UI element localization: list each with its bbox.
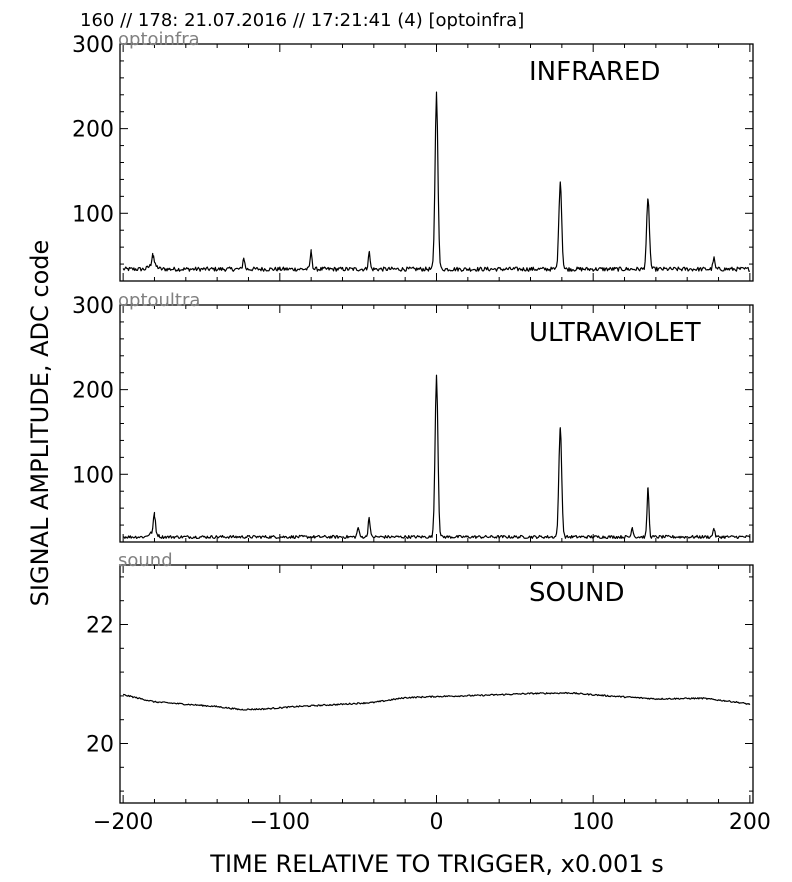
channel-tag: optoultra xyxy=(118,290,200,311)
y-tick-label: 22 xyxy=(86,614,114,639)
y-tick-label: 200 xyxy=(72,118,114,143)
y-tick-label: 20 xyxy=(86,733,114,758)
panel-sound: 20 22 sound SOUND −200 −100 0 100 200 xyxy=(86,550,771,835)
x-tick-label: 100 xyxy=(572,810,614,835)
y-tick-label: 300 xyxy=(72,33,114,58)
panel-optoinfra: 100 200 300 optoinfra INFRARED xyxy=(72,29,754,282)
x-tick-label: 0 xyxy=(430,810,444,835)
y-tick-label: 100 xyxy=(72,463,114,488)
plot-frame xyxy=(119,564,754,804)
panel-title: ULTRAVIOLET xyxy=(529,318,701,348)
panel-title: INFRARED xyxy=(529,57,660,87)
panel-title: SOUND xyxy=(529,578,624,608)
x-tick-label: −100 xyxy=(250,810,310,835)
signal-line-optoultra xyxy=(123,374,751,540)
y-tick-label: 200 xyxy=(72,379,114,404)
channel-tag: sound xyxy=(118,550,173,571)
y-axis-title: SIGNAL AMPLITUDE, ADC code xyxy=(26,240,54,607)
y-tick-label: 300 xyxy=(72,294,114,319)
x-tick-label: 200 xyxy=(729,810,771,835)
y-tick-label: 100 xyxy=(72,202,114,227)
x-axis-title: TIME RELATIVE TO TRIGGER, x0.001 s xyxy=(209,850,663,878)
header-title: 160 // 178: 21.07.2016 // 17:21:41 (4) [… xyxy=(80,10,524,31)
channel-tag: optoinfra xyxy=(118,29,200,50)
signal-line-optoinfra xyxy=(122,91,750,272)
panel-optoultra: 100 200 300 optoultra ULTRAVIOLET xyxy=(72,290,754,543)
x-tick-label: −200 xyxy=(93,810,153,835)
signal-line-sound xyxy=(122,691,751,711)
